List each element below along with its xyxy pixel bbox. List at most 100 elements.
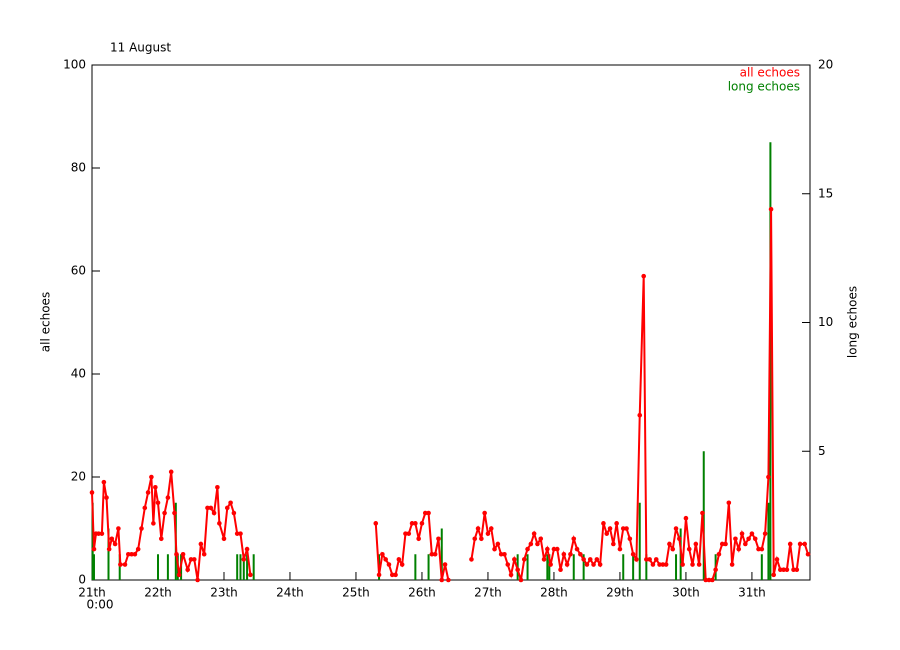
point <box>528 541 534 547</box>
point <box>512 557 517 562</box>
x-tick-label: 27th <box>474 586 502 600</box>
point <box>768 206 774 212</box>
point <box>518 577 524 583</box>
point <box>416 536 421 542</box>
point <box>571 536 577 542</box>
point <box>413 521 418 526</box>
point <box>129 551 134 557</box>
point <box>217 521 222 526</box>
point <box>739 531 745 536</box>
x-tick-label: 24th <box>276 586 304 600</box>
point <box>663 562 669 567</box>
x-tick-label: 30th <box>672 586 700 600</box>
point <box>630 551 636 557</box>
point <box>781 567 786 572</box>
point <box>149 474 154 480</box>
legend-entry: long echoes <box>728 80 800 94</box>
point <box>472 536 478 542</box>
point <box>647 557 652 562</box>
point <box>578 551 583 557</box>
point <box>188 557 194 562</box>
point <box>749 531 755 536</box>
line <box>91 209 809 581</box>
x-tick-label: 21th <box>78 586 106 600</box>
y2-tick-label: 10 <box>818 315 833 329</box>
point <box>439 577 445 583</box>
point <box>106 546 112 552</box>
point <box>201 551 207 557</box>
point <box>733 536 738 542</box>
point <box>706 577 712 583</box>
x-tick-label: 22th <box>144 586 172 600</box>
point <box>234 531 240 536</box>
point <box>677 536 682 542</box>
y-tick-label: 0 <box>78 573 86 587</box>
point <box>624 526 629 531</box>
point <box>96 531 101 536</box>
plot-frame <box>91 64 811 581</box>
point <box>502 551 507 557</box>
point <box>221 536 227 542</box>
point <box>723 541 728 547</box>
point <box>525 546 530 552</box>
point <box>185 567 190 572</box>
point <box>713 567 718 572</box>
point <box>469 557 474 562</box>
point <box>794 567 800 572</box>
point <box>641 273 646 279</box>
point <box>627 536 633 542</box>
point <box>180 551 186 557</box>
point <box>151 521 156 526</box>
x-tick-label: 31th <box>738 586 766 600</box>
point <box>446 577 451 583</box>
point <box>558 567 563 572</box>
point <box>752 536 758 542</box>
point <box>756 546 761 552</box>
point <box>604 531 610 536</box>
point <box>419 521 425 526</box>
point <box>208 505 214 511</box>
point <box>614 521 619 526</box>
point <box>162 510 167 516</box>
point <box>584 562 590 567</box>
y2-tick-label: 5 <box>818 444 826 458</box>
point <box>211 510 217 516</box>
legend-entry: all echoes <box>740 66 800 80</box>
x-tick-label: 23th <box>210 586 238 600</box>
point <box>89 490 95 495</box>
point <box>118 562 123 567</box>
point <box>637 412 643 418</box>
y-tick-label: 60 <box>71 264 86 278</box>
y2-tick-label: 20 <box>818 58 833 72</box>
y2-tick-label: 15 <box>818 186 833 200</box>
point <box>784 567 790 572</box>
point <box>158 536 164 542</box>
point <box>729 562 735 567</box>
point <box>673 526 679 531</box>
point <box>587 557 593 562</box>
point <box>541 557 547 562</box>
point <box>508 572 514 578</box>
point <box>743 541 748 547</box>
point <box>436 536 441 542</box>
point <box>719 541 725 547</box>
point <box>376 572 382 578</box>
point <box>683 515 689 521</box>
point <box>505 562 511 567</box>
point <box>426 510 431 516</box>
y-tick-label: 20 <box>71 470 86 484</box>
point <box>657 562 662 567</box>
y-tick-label: 40 <box>71 367 86 381</box>
x-tick-label: 29th <box>606 586 634 600</box>
point <box>594 557 600 562</box>
point <box>168 469 174 475</box>
point <box>545 546 550 552</box>
point <box>403 531 408 536</box>
point <box>667 541 672 547</box>
point <box>521 557 527 562</box>
point <box>551 546 557 552</box>
point <box>650 562 656 567</box>
point <box>696 562 702 567</box>
point <box>774 557 780 562</box>
point <box>771 572 777 578</box>
